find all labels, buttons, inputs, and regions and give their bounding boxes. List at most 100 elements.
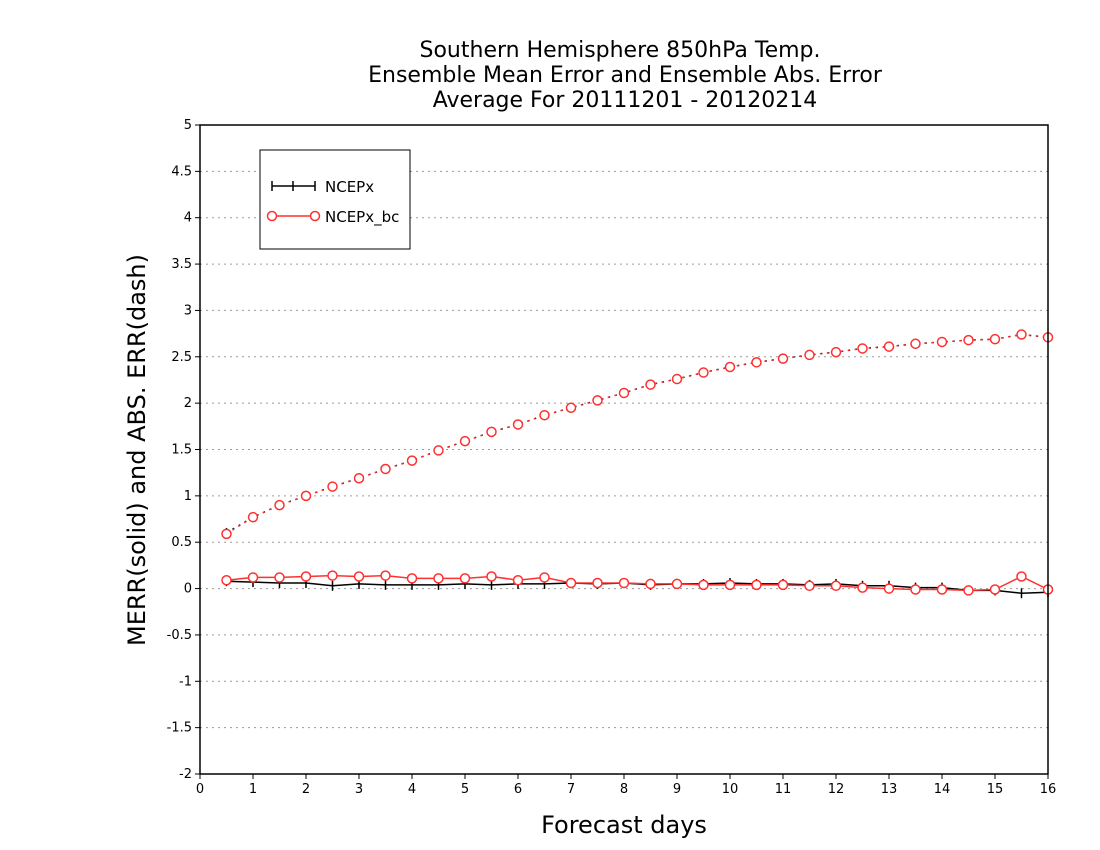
data-point <box>910 338 921 350</box>
x-tick-label: 12 <box>828 782 845 797</box>
data-point <box>830 580 842 592</box>
x-tick-label: 7 <box>567 782 575 797</box>
x-axis-label: Forecast days <box>541 811 707 839</box>
x-tick-label: 5 <box>461 782 469 797</box>
data-point <box>512 574 524 586</box>
data-point <box>539 572 550 583</box>
data-point <box>221 528 232 540</box>
plot-area <box>221 329 1054 599</box>
x-tick-label: 14 <box>934 782 951 797</box>
data-point <box>777 579 789 591</box>
data-point <box>327 481 338 492</box>
data-point <box>910 584 921 595</box>
data-point <box>698 367 709 378</box>
y-tick-label: 4 <box>184 211 192 226</box>
data-point <box>883 583 895 594</box>
data-point <box>1016 571 1027 582</box>
data-point <box>565 577 577 589</box>
x-tick-label: 11 <box>775 782 792 797</box>
data-point <box>804 349 815 361</box>
y-tick-label: 3.5 <box>171 257 192 272</box>
x-tick-label: 15 <box>987 782 1004 797</box>
y-tick-label: 5 <box>184 118 192 133</box>
data-point <box>751 357 762 368</box>
data-point <box>857 343 868 354</box>
data-point <box>406 455 418 466</box>
data-point <box>486 571 497 582</box>
chart-title-line-2: Ensemble Mean Error and Ensemble Abs. Er… <box>368 63 883 88</box>
y-tick-label: 1.5 <box>171 443 192 458</box>
data-point <box>592 395 603 406</box>
data-point <box>512 419 524 430</box>
data-point <box>406 573 418 584</box>
data-point <box>300 490 312 502</box>
data-point <box>857 582 868 593</box>
data-point <box>724 579 736 591</box>
ncepx-bc-abs-err-line <box>226 333 1049 535</box>
data-point <box>380 570 391 581</box>
chart-title: Southern Hemisphere 850hPa Temp. Ensembl… <box>368 38 883 113</box>
data-point <box>963 585 974 596</box>
data-point <box>353 571 365 582</box>
data-point <box>963 334 974 346</box>
data-point <box>565 402 577 414</box>
y-tick-label: 2 <box>184 396 192 411</box>
data-point <box>459 435 471 447</box>
data-point <box>618 577 630 589</box>
x-tick-label: 3 <box>355 782 363 797</box>
y-tick-label: -1 <box>179 674 192 689</box>
data-point <box>645 379 656 390</box>
legend-ncepx-bc-label: NCEPx_bc <box>325 208 399 227</box>
data-point <box>433 445 444 456</box>
data-point <box>989 333 1001 345</box>
data-point <box>936 336 948 348</box>
data-point <box>539 409 550 421</box>
data-point <box>698 579 709 591</box>
data-point <box>247 572 259 583</box>
y-tick-label: 0 <box>184 582 192 597</box>
ncepx-abs-err-line <box>226 333 1049 534</box>
gridlines <box>200 170 1048 729</box>
data-point <box>804 580 815 592</box>
x-tick-label: 16 <box>1040 782 1057 797</box>
data-point <box>618 387 630 399</box>
legend-ncepx-label: NCEPx <box>325 178 374 196</box>
y-axis-label: MERR(solid) and ABS. ERR(dash) <box>123 254 151 646</box>
data-point <box>592 577 603 589</box>
data-point <box>486 426 497 438</box>
x-tick-label: 10 <box>722 782 739 797</box>
x-tick-label: 4 <box>408 782 416 797</box>
data-point <box>777 353 789 364</box>
legend-box <box>259 149 411 250</box>
data-point <box>671 578 683 590</box>
data-point <box>936 584 948 595</box>
x-tick-label: 2 <box>302 782 310 797</box>
data-point <box>274 499 285 511</box>
y-tick-label: 2.5 <box>171 350 192 365</box>
data-point <box>327 570 338 581</box>
x-tick-label: 6 <box>514 782 522 797</box>
y-tick-label: 3 <box>184 303 192 318</box>
x-tick-label: 9 <box>673 782 681 797</box>
data-point <box>433 573 444 584</box>
data-point <box>300 571 312 582</box>
data-point <box>380 463 391 475</box>
data-point <box>751 579 762 591</box>
legend: NCEPx NCEPx_bc <box>259 149 411 250</box>
y-tick-label: -1.5 <box>167 721 192 736</box>
chart-title-line-3: Average For 20111201 - 20120214 <box>433 88 818 113</box>
data-point <box>724 361 736 373</box>
data-point <box>671 373 683 385</box>
chart-title-line-1: Southern Hemisphere 850hPa Temp. <box>420 38 821 63</box>
y-tick-label: 4.5 <box>171 164 192 179</box>
y-tick-label: 0.5 <box>171 535 192 550</box>
x-tick-label: 0 <box>196 782 204 797</box>
axes: -2-1.5-1-0.500.511.522.533.544.550 1 2 3 4 5 6… <box>167 118 1057 797</box>
data-point <box>247 511 259 523</box>
legend-ncepx-bc-marker <box>266 210 321 222</box>
data-point <box>459 573 471 584</box>
x-tick-label: 13 <box>881 782 898 797</box>
data-point <box>274 572 285 583</box>
data-point <box>1016 329 1027 340</box>
